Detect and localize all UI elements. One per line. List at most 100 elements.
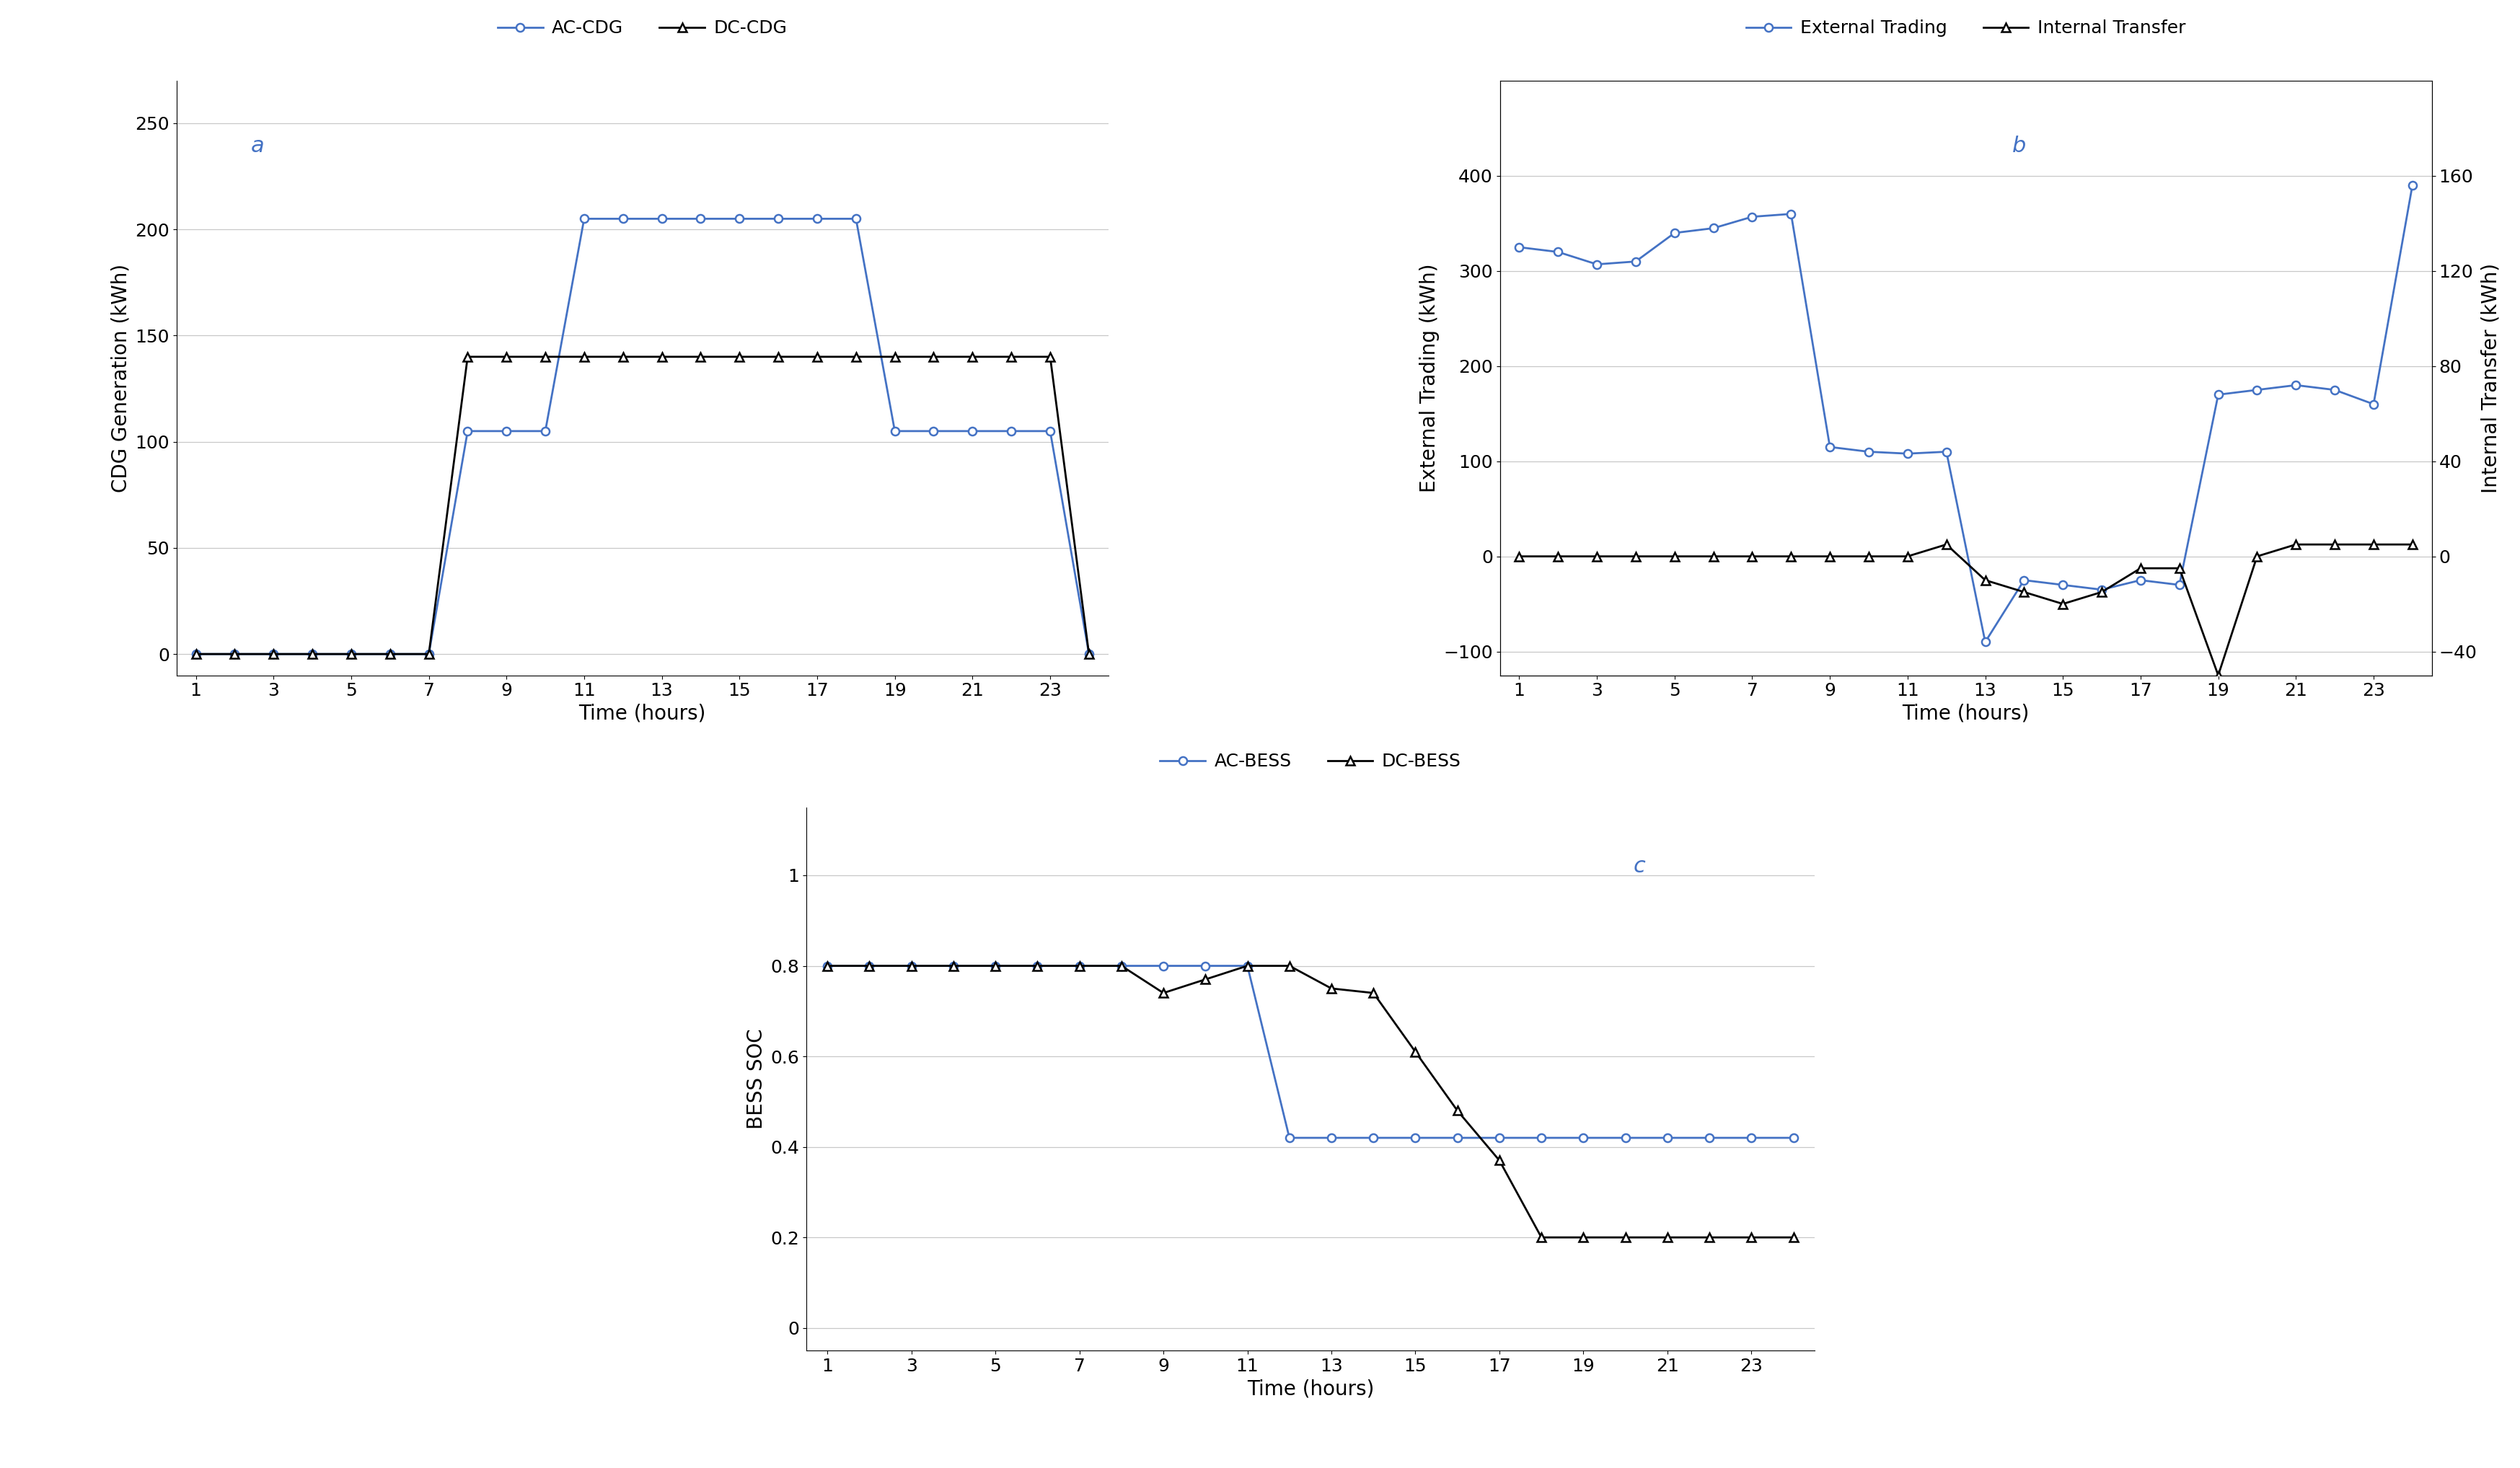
External Trading bbox=[2049, 575, 2079, 593]
External Trading bbox=[2318, 382, 2349, 399]
DC-BESS bbox=[1063, 957, 1094, 975]
DC-BESS bbox=[1736, 1229, 1767, 1246]
AC-CDG bbox=[570, 210, 600, 228]
AC-BESS bbox=[854, 957, 885, 975]
Internal Transfer bbox=[1971, 571, 2001, 589]
DC-BESS bbox=[1149, 984, 1179, 1001]
Line: DC-CDG: DC-CDG bbox=[192, 352, 1094, 658]
AC-BESS bbox=[1106, 957, 1137, 975]
DC-CDG bbox=[917, 348, 948, 366]
AC-CDG bbox=[219, 646, 249, 664]
DC-CDG bbox=[413, 646, 444, 664]
Y-axis label: External Trading (kWh): External Trading (kWh) bbox=[1419, 264, 1439, 492]
External Trading bbox=[1971, 633, 2001, 650]
Internal Transfer bbox=[1855, 548, 1885, 565]
DC-CDG bbox=[297, 646, 328, 664]
External Trading bbox=[2124, 571, 2155, 589]
DC-BESS bbox=[1693, 1229, 1724, 1246]
AC-BESS bbox=[1779, 1129, 1809, 1147]
External Trading bbox=[1930, 443, 1961, 461]
Y-axis label: Internal Transfer (kWh): Internal Transfer (kWh) bbox=[2482, 263, 2502, 493]
DC-CDG bbox=[607, 348, 638, 366]
AC-CDG bbox=[413, 646, 444, 664]
DC-BESS bbox=[897, 957, 927, 975]
AC-CDG bbox=[454, 423, 484, 440]
Internal Transfer bbox=[2049, 595, 2079, 612]
DC-BESS bbox=[1567, 1229, 1598, 1246]
DC-BESS bbox=[1189, 970, 1220, 988]
AC-BESS bbox=[980, 957, 1011, 975]
Line: AC-CDG: AC-CDG bbox=[192, 214, 1094, 658]
External Trading bbox=[1661, 225, 1691, 242]
AC-CDG bbox=[491, 423, 522, 440]
Internal Transfer bbox=[2397, 536, 2427, 553]
AC-CDG bbox=[801, 210, 832, 228]
Internal Transfer bbox=[1736, 548, 1767, 565]
AC-BESS bbox=[1484, 1129, 1515, 1147]
Internal Transfer bbox=[1893, 548, 1923, 565]
DC-BESS bbox=[1779, 1229, 1809, 1246]
Internal Transfer bbox=[1504, 548, 1535, 565]
DC-CDG bbox=[491, 348, 522, 366]
External Trading bbox=[1777, 206, 1807, 223]
DC-CDG bbox=[219, 646, 249, 664]
Y-axis label: BESS SOC: BESS SOC bbox=[746, 1029, 766, 1129]
DC-CDG bbox=[181, 646, 212, 664]
External Trading bbox=[1698, 219, 1729, 236]
External Trading bbox=[2087, 581, 2117, 599]
DC-BESS bbox=[1023, 957, 1053, 975]
External Trading bbox=[2008, 571, 2039, 589]
DC-BESS bbox=[1610, 1229, 1641, 1246]
AC-CDG bbox=[958, 423, 988, 440]
DC-BESS bbox=[937, 957, 968, 975]
AC-BESS bbox=[937, 957, 968, 975]
Text: c: c bbox=[1633, 856, 1646, 876]
DC-CDG bbox=[260, 646, 290, 664]
Internal Transfer bbox=[2359, 536, 2389, 553]
External Trading bbox=[2243, 382, 2273, 399]
DC-BESS bbox=[1106, 957, 1137, 975]
Internal Transfer bbox=[2008, 583, 2039, 600]
AC-BESS bbox=[1275, 1129, 1305, 1147]
AC-BESS bbox=[1567, 1129, 1598, 1147]
DC-BESS bbox=[1315, 979, 1346, 997]
Internal Transfer bbox=[1661, 548, 1691, 565]
AC-BESS bbox=[1693, 1129, 1724, 1147]
DC-CDG bbox=[1074, 646, 1104, 664]
AC-BESS bbox=[1232, 957, 1263, 975]
Internal Transfer bbox=[2124, 559, 2155, 577]
DC-CDG bbox=[648, 348, 678, 366]
AC-CDG bbox=[181, 646, 212, 664]
AC-BESS bbox=[1441, 1129, 1472, 1147]
DC-CDG bbox=[723, 348, 753, 366]
AC-BESS bbox=[1315, 1129, 1346, 1147]
AC-CDG bbox=[260, 646, 290, 664]
External Trading bbox=[1814, 437, 1845, 455]
DC-CDG bbox=[842, 348, 872, 366]
DC-BESS bbox=[1232, 957, 1263, 975]
AC-CDG bbox=[648, 210, 678, 228]
Line: Internal Transfer: Internal Transfer bbox=[1515, 540, 2417, 680]
External Trading bbox=[1542, 244, 1572, 261]
Internal Transfer bbox=[1620, 548, 1651, 565]
Legend: AC-BESS, DC-BESS: AC-BESS, DC-BESS bbox=[1152, 746, 1469, 778]
AC-BESS bbox=[1653, 1129, 1683, 1147]
X-axis label: Time (hours): Time (hours) bbox=[1903, 703, 2029, 724]
DC-CDG bbox=[454, 348, 484, 366]
DC-BESS bbox=[1527, 1229, 1557, 1246]
DC-CDG bbox=[1036, 348, 1066, 366]
X-axis label: Time (hours): Time (hours) bbox=[1247, 1378, 1373, 1399]
External Trading bbox=[2281, 376, 2311, 393]
X-axis label: Time (hours): Time (hours) bbox=[580, 703, 706, 724]
DC-CDG bbox=[801, 348, 832, 366]
DC-BESS bbox=[811, 957, 842, 975]
AC-CDG bbox=[1074, 646, 1104, 664]
DC-BESS bbox=[1358, 984, 1389, 1001]
AC-CDG bbox=[764, 210, 794, 228]
Line: DC-BESS: DC-BESS bbox=[824, 962, 1797, 1242]
AC-CDG bbox=[1036, 423, 1066, 440]
DC-CDG bbox=[529, 348, 559, 366]
AC-CDG bbox=[297, 646, 328, 664]
AC-CDG bbox=[529, 423, 559, 440]
Text: a: a bbox=[252, 135, 265, 157]
